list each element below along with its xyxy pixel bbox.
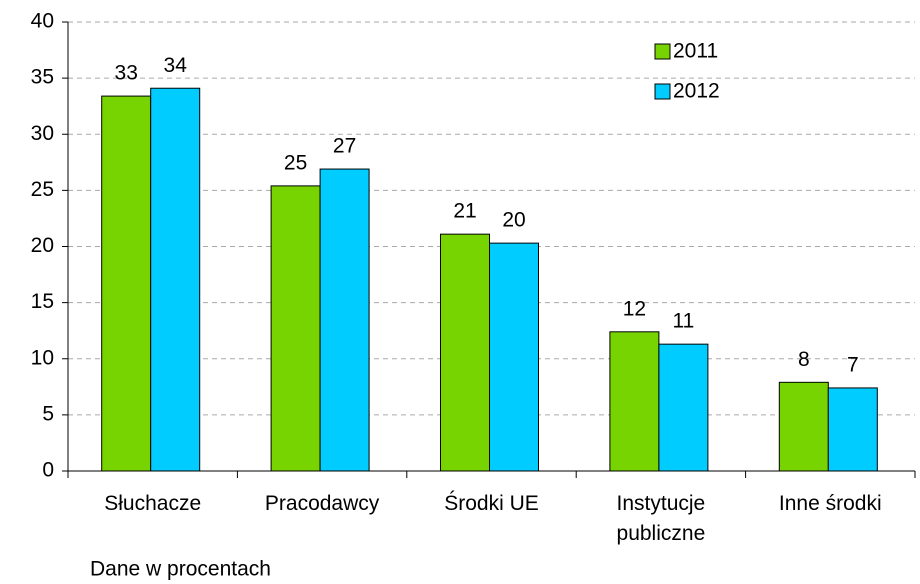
note: Dane w procentach	[90, 558, 271, 581]
y-tick-label: 40	[31, 10, 54, 33]
y-tick-label: 25	[31, 178, 54, 201]
y-tick-label: 30	[31, 122, 54, 145]
bar	[778, 381, 829, 472]
bar	[658, 343, 709, 472]
x-tick-label: Pracodawcy	[264, 492, 380, 515]
value-label: 11	[672, 310, 694, 333]
x-tick-label: Środki UE	[444, 492, 539, 515]
value-label: 27	[333, 135, 356, 158]
value-label: 25	[284, 151, 307, 174]
bar	[101, 95, 152, 472]
bar	[270, 185, 321, 472]
y-tick-label: 0	[42, 459, 54, 482]
y-tick-label: 5	[42, 402, 54, 425]
bar	[489, 242, 539, 472]
x-tick-label: Inne środki	[778, 492, 882, 515]
value-label: 21	[453, 200, 476, 223]
y-tick-label: 20	[31, 234, 54, 257]
value-label: 33	[115, 62, 138, 85]
y-tick-label: 35	[31, 66, 54, 89]
value-label: 20	[502, 209, 525, 232]
legend-label: 2011	[673, 40, 718, 63]
bar	[440, 233, 490, 472]
x-tick-label: Instytucje publiczne	[616, 492, 706, 545]
x-tick-label: Słuchacze	[104, 492, 202, 515]
value-label: 12	[623, 297, 646, 320]
legend-swatch	[654, 43, 671, 60]
y-tick-label: 10	[31, 346, 54, 369]
y-tick-label: 15	[31, 290, 54, 313]
value-label: 34	[164, 54, 188, 77]
bar	[609, 331, 660, 472]
bar	[150, 87, 201, 472]
value-label: 8	[798, 348, 810, 371]
bar	[319, 168, 370, 472]
legend-swatch	[654, 83, 671, 100]
bar	[827, 387, 878, 472]
legend-label: 2012	[673, 80, 720, 103]
value-label: 7	[847, 353, 859, 376]
